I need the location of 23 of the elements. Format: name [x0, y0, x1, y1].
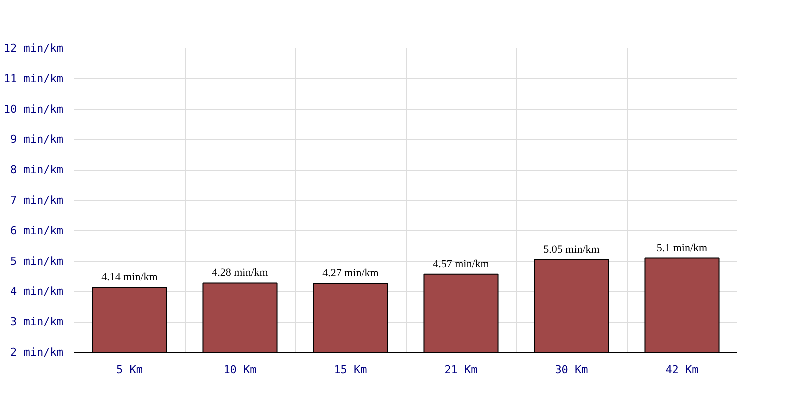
- y-tick-label: 12 min/km: [4, 42, 64, 55]
- y-tick-label: 9 min/km: [10, 133, 64, 146]
- y-tick-label: 4 min/km: [10, 285, 64, 298]
- y-tick-label: 7 min/km: [10, 194, 64, 207]
- data-label: 4.14 min/km: [102, 271, 158, 284]
- data-label: 4.27 min/km: [322, 267, 380, 280]
- x-tick-label: 21 Km: [444, 364, 478, 376]
- x-tick-label: 15 Km: [334, 364, 368, 376]
- x-tick-label: 10 Km: [224, 364, 258, 376]
- y-tick-label: 11 min/km: [4, 72, 64, 86]
- y-tick-label: 8 min/km: [10, 164, 64, 177]
- data-label: 5.05 min/km: [544, 244, 600, 256]
- y-tick-label: 5 min/km: [10, 254, 64, 268]
- x-tick-label: 5 Km: [116, 364, 144, 376]
- y-tick-label: 10 min/km: [4, 102, 64, 116]
- y-tick-label: 3 min/km: [10, 316, 64, 329]
- data-label: 4.28 min/km: [212, 267, 269, 280]
- y-tick-label: 2 min/km: [10, 346, 64, 359]
- data-label: 4.57 min/km: [433, 258, 490, 270]
- x-tick-label: 42 Km: [666, 364, 700, 376]
- x-tick-label: 30 Km: [555, 364, 589, 376]
- data-label: 5.1 min/km: [656, 242, 708, 254]
- y-tick-label: 6 min/km: [10, 224, 64, 238]
